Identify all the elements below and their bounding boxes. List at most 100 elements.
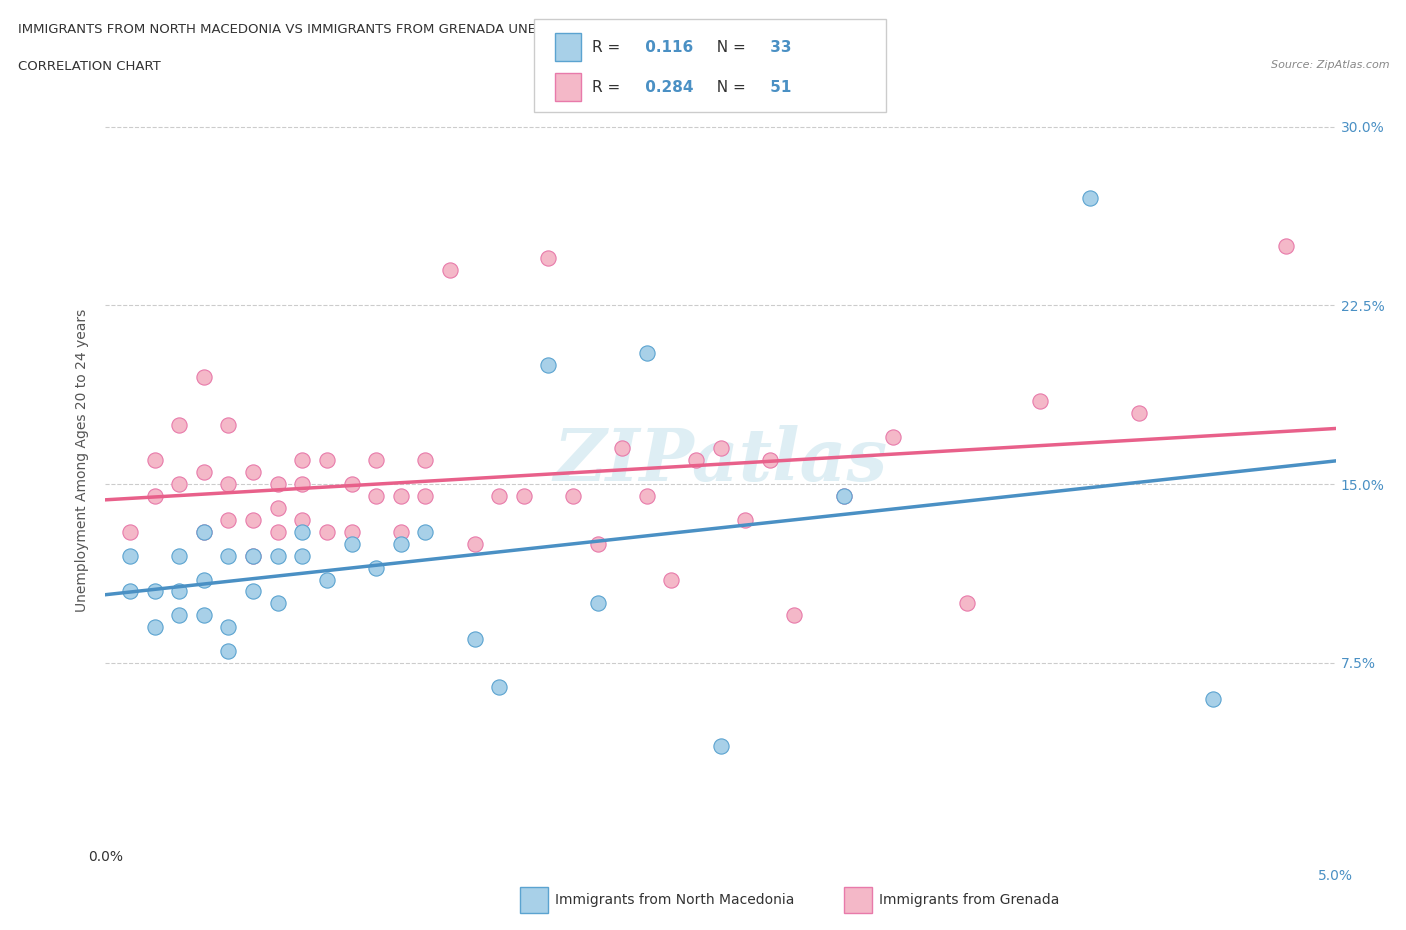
Point [193, 465, 215, 480]
Point [267, 500, 290, 515]
Point [315, 525, 337, 539]
Point [415, 453, 437, 468]
Point [612, 441, 634, 456]
Point [143, 453, 166, 468]
Point [143, 488, 166, 503]
Point [1201, 691, 1223, 706]
Point [1078, 191, 1101, 206]
Point [1275, 238, 1298, 253]
Point [218, 512, 240, 527]
Point [513, 488, 536, 503]
Point [218, 619, 240, 634]
Text: R =: R = [592, 40, 620, 55]
Point [169, 549, 191, 564]
Point [1029, 393, 1052, 408]
Point [415, 488, 437, 503]
Point [242, 512, 264, 527]
Point [218, 644, 240, 658]
Point [193, 369, 215, 384]
Point [661, 572, 683, 587]
Text: 0.116: 0.116 [640, 40, 693, 55]
Point [389, 488, 412, 503]
Point [636, 488, 658, 503]
Point [242, 549, 264, 564]
Point [169, 608, 191, 623]
Point [832, 488, 855, 503]
Text: N =: N = [707, 40, 747, 55]
Text: Immigrants from Grenada: Immigrants from Grenada [879, 893, 1059, 908]
Point [267, 596, 290, 611]
Point [120, 584, 141, 599]
Point [218, 549, 240, 564]
Point [120, 525, 141, 539]
Point [366, 453, 388, 468]
Point [488, 488, 510, 503]
Point [267, 477, 290, 492]
Point [832, 488, 855, 503]
Point [242, 549, 264, 564]
Point [267, 549, 290, 564]
Point [315, 572, 337, 587]
Point [783, 608, 806, 623]
Point [193, 608, 215, 623]
Text: 5.0%: 5.0% [1317, 869, 1353, 883]
Point [242, 465, 264, 480]
Point [439, 262, 461, 277]
Point [389, 537, 412, 551]
Y-axis label: Unemployment Among Ages 20 to 24 years: Unemployment Among Ages 20 to 24 years [76, 309, 90, 612]
Point [415, 525, 437, 539]
Point [143, 619, 166, 634]
Point [586, 537, 609, 551]
Point [464, 537, 486, 551]
Point [267, 525, 290, 539]
Text: CORRELATION CHART: CORRELATION CHART [18, 60, 162, 73]
Point [1128, 405, 1150, 420]
Point [685, 453, 707, 468]
Point [291, 512, 314, 527]
Point [193, 525, 215, 539]
Point [366, 560, 388, 575]
Point [882, 429, 904, 444]
Text: Source: ZipAtlas.com: Source: ZipAtlas.com [1271, 60, 1389, 71]
Point [291, 477, 314, 492]
Point [710, 441, 733, 456]
Point [956, 596, 979, 611]
Point [169, 584, 191, 599]
Text: N =: N = [707, 80, 747, 95]
Point [759, 453, 782, 468]
Point [537, 358, 560, 373]
Text: ZIPatlas: ZIPatlas [554, 425, 887, 496]
Point [315, 453, 337, 468]
Text: 0.284: 0.284 [640, 80, 693, 95]
Point [366, 488, 388, 503]
Point [734, 512, 756, 527]
Point [193, 572, 215, 587]
Point [389, 525, 412, 539]
Point [169, 418, 191, 432]
Point [340, 477, 363, 492]
Point [143, 584, 166, 599]
Text: R =: R = [592, 80, 620, 95]
Point [340, 525, 363, 539]
Point [291, 525, 314, 539]
Point [464, 631, 486, 646]
Point [218, 477, 240, 492]
Point [291, 453, 314, 468]
Point [537, 250, 560, 265]
Text: Immigrants from North Macedonia: Immigrants from North Macedonia [555, 893, 794, 908]
Point [488, 679, 510, 694]
Point [218, 418, 240, 432]
Point [120, 549, 141, 564]
Text: 33: 33 [765, 40, 792, 55]
Point [636, 346, 658, 361]
Point [193, 525, 215, 539]
Point [710, 738, 733, 753]
Point [340, 537, 363, 551]
Point [169, 477, 191, 492]
Text: IMMIGRANTS FROM NORTH MACEDONIA VS IMMIGRANTS FROM GRENADA UNEMPLOYMENT AMONG AG: IMMIGRANTS FROM NORTH MACEDONIA VS IMMIG… [18, 23, 825, 36]
Point [291, 549, 314, 564]
Point [586, 596, 609, 611]
Point [242, 584, 264, 599]
Text: 51: 51 [765, 80, 792, 95]
Point [562, 488, 585, 503]
